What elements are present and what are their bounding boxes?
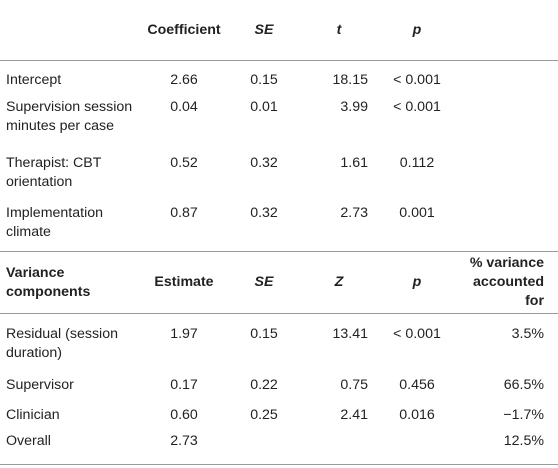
cell-pct: 3.5% [511,326,544,342]
header-pct-variance: % variance accounted for [469,255,544,309]
header-se: SE [254,21,274,38]
cell-pct: −1.7% [503,406,544,423]
row-label: Implementation climate [6,204,103,240]
cell-p: < 0.001 [393,326,441,342]
cell-t: 3.99 [340,98,368,115]
cell-estimate: 0.17 [170,376,198,393]
cell-se: 0.25 [250,406,278,423]
cell-pct: 12.5% [503,432,544,449]
cell-p: < 0.001 [393,72,441,88]
header-p: p [412,274,422,290]
table-row: Supervisor 0.17 0.22 0.75 0.456 66.5% [0,376,558,406]
cell-coef: 0.87 [170,204,198,221]
header-empty [456,0,558,61]
cell-se: 0.22 [250,376,278,393]
header-blank [0,0,140,61]
table-row: Therapist: CBT orientation 0.52 0.32 1.6… [0,152,558,202]
cell-p: 0.112 [399,154,435,171]
header-t: t [336,21,342,38]
header-p: p [412,21,422,38]
row-label: Intercept [6,72,62,88]
cell-se: 0.15 [250,72,278,88]
row-label: Supervision session minutes per case [6,98,133,134]
header-row-fixed-effects: Coefficient SE t p [0,0,558,61]
cell-t: 2.73 [340,204,368,221]
table-row: Overall 2.73 12.5% [0,432,558,465]
row-label: Clinician [6,406,60,423]
cell-p: < 0.001 [393,98,441,115]
cell-coef: 0.04 [170,98,198,115]
cell-se: 0.01 [250,98,278,115]
cell-z: 2.41 [340,406,368,423]
table-row: Clinician 0.60 0.25 2.41 0.016 −1.7% [0,406,558,432]
table-row: Intercept 2.66 0.15 18.15 < 0.001 [0,61,558,92]
row-label: Therapist: CBT orientation [6,154,102,190]
cell-t: 18.15 [332,72,368,88]
cell-p: 0.001 [399,204,435,221]
cell-z [300,432,378,465]
header-coefficient: Coefficient [147,21,221,38]
cell-z: 0.75 [340,376,368,393]
table-row: Implementation climate 0.87 0.32 2.73 0.… [0,202,558,252]
cell-coef: 2.66 [170,72,198,88]
row-label: Residual (session duration) [6,326,118,361]
cell-estimate: 1.97 [170,326,198,342]
cell-pct: 66.5% [503,376,544,393]
cell-p: 0.016 [399,406,435,423]
cell-se: 0.32 [250,154,278,171]
header-z: Z [334,274,344,290]
cell-estimate: 2.73 [170,432,198,449]
header-row-variance: Variance components Estimate SE Z p % va… [0,251,558,314]
cell-p: 0.456 [399,376,435,393]
cell-se: 0.32 [250,204,278,221]
table-row: Residual (session duration) 1.97 0.15 13… [0,314,558,376]
cell-t: 1.61 [340,154,368,171]
row-label: Supervisor [6,376,74,393]
header-variance-components: Variance components [6,264,91,300]
cell-p [378,432,456,465]
cell-z: 13.41 [332,326,368,342]
cell-se [228,432,300,465]
cell-estimate: 0.60 [170,406,198,423]
header-estimate: Estimate [154,274,214,290]
row-label: Overall [6,432,51,449]
cell-se: 0.15 [250,326,278,342]
header-se: SE [254,274,274,290]
cell-coef: 0.52 [170,154,198,171]
table-row: Supervision session minutes per case 0.0… [0,92,558,152]
